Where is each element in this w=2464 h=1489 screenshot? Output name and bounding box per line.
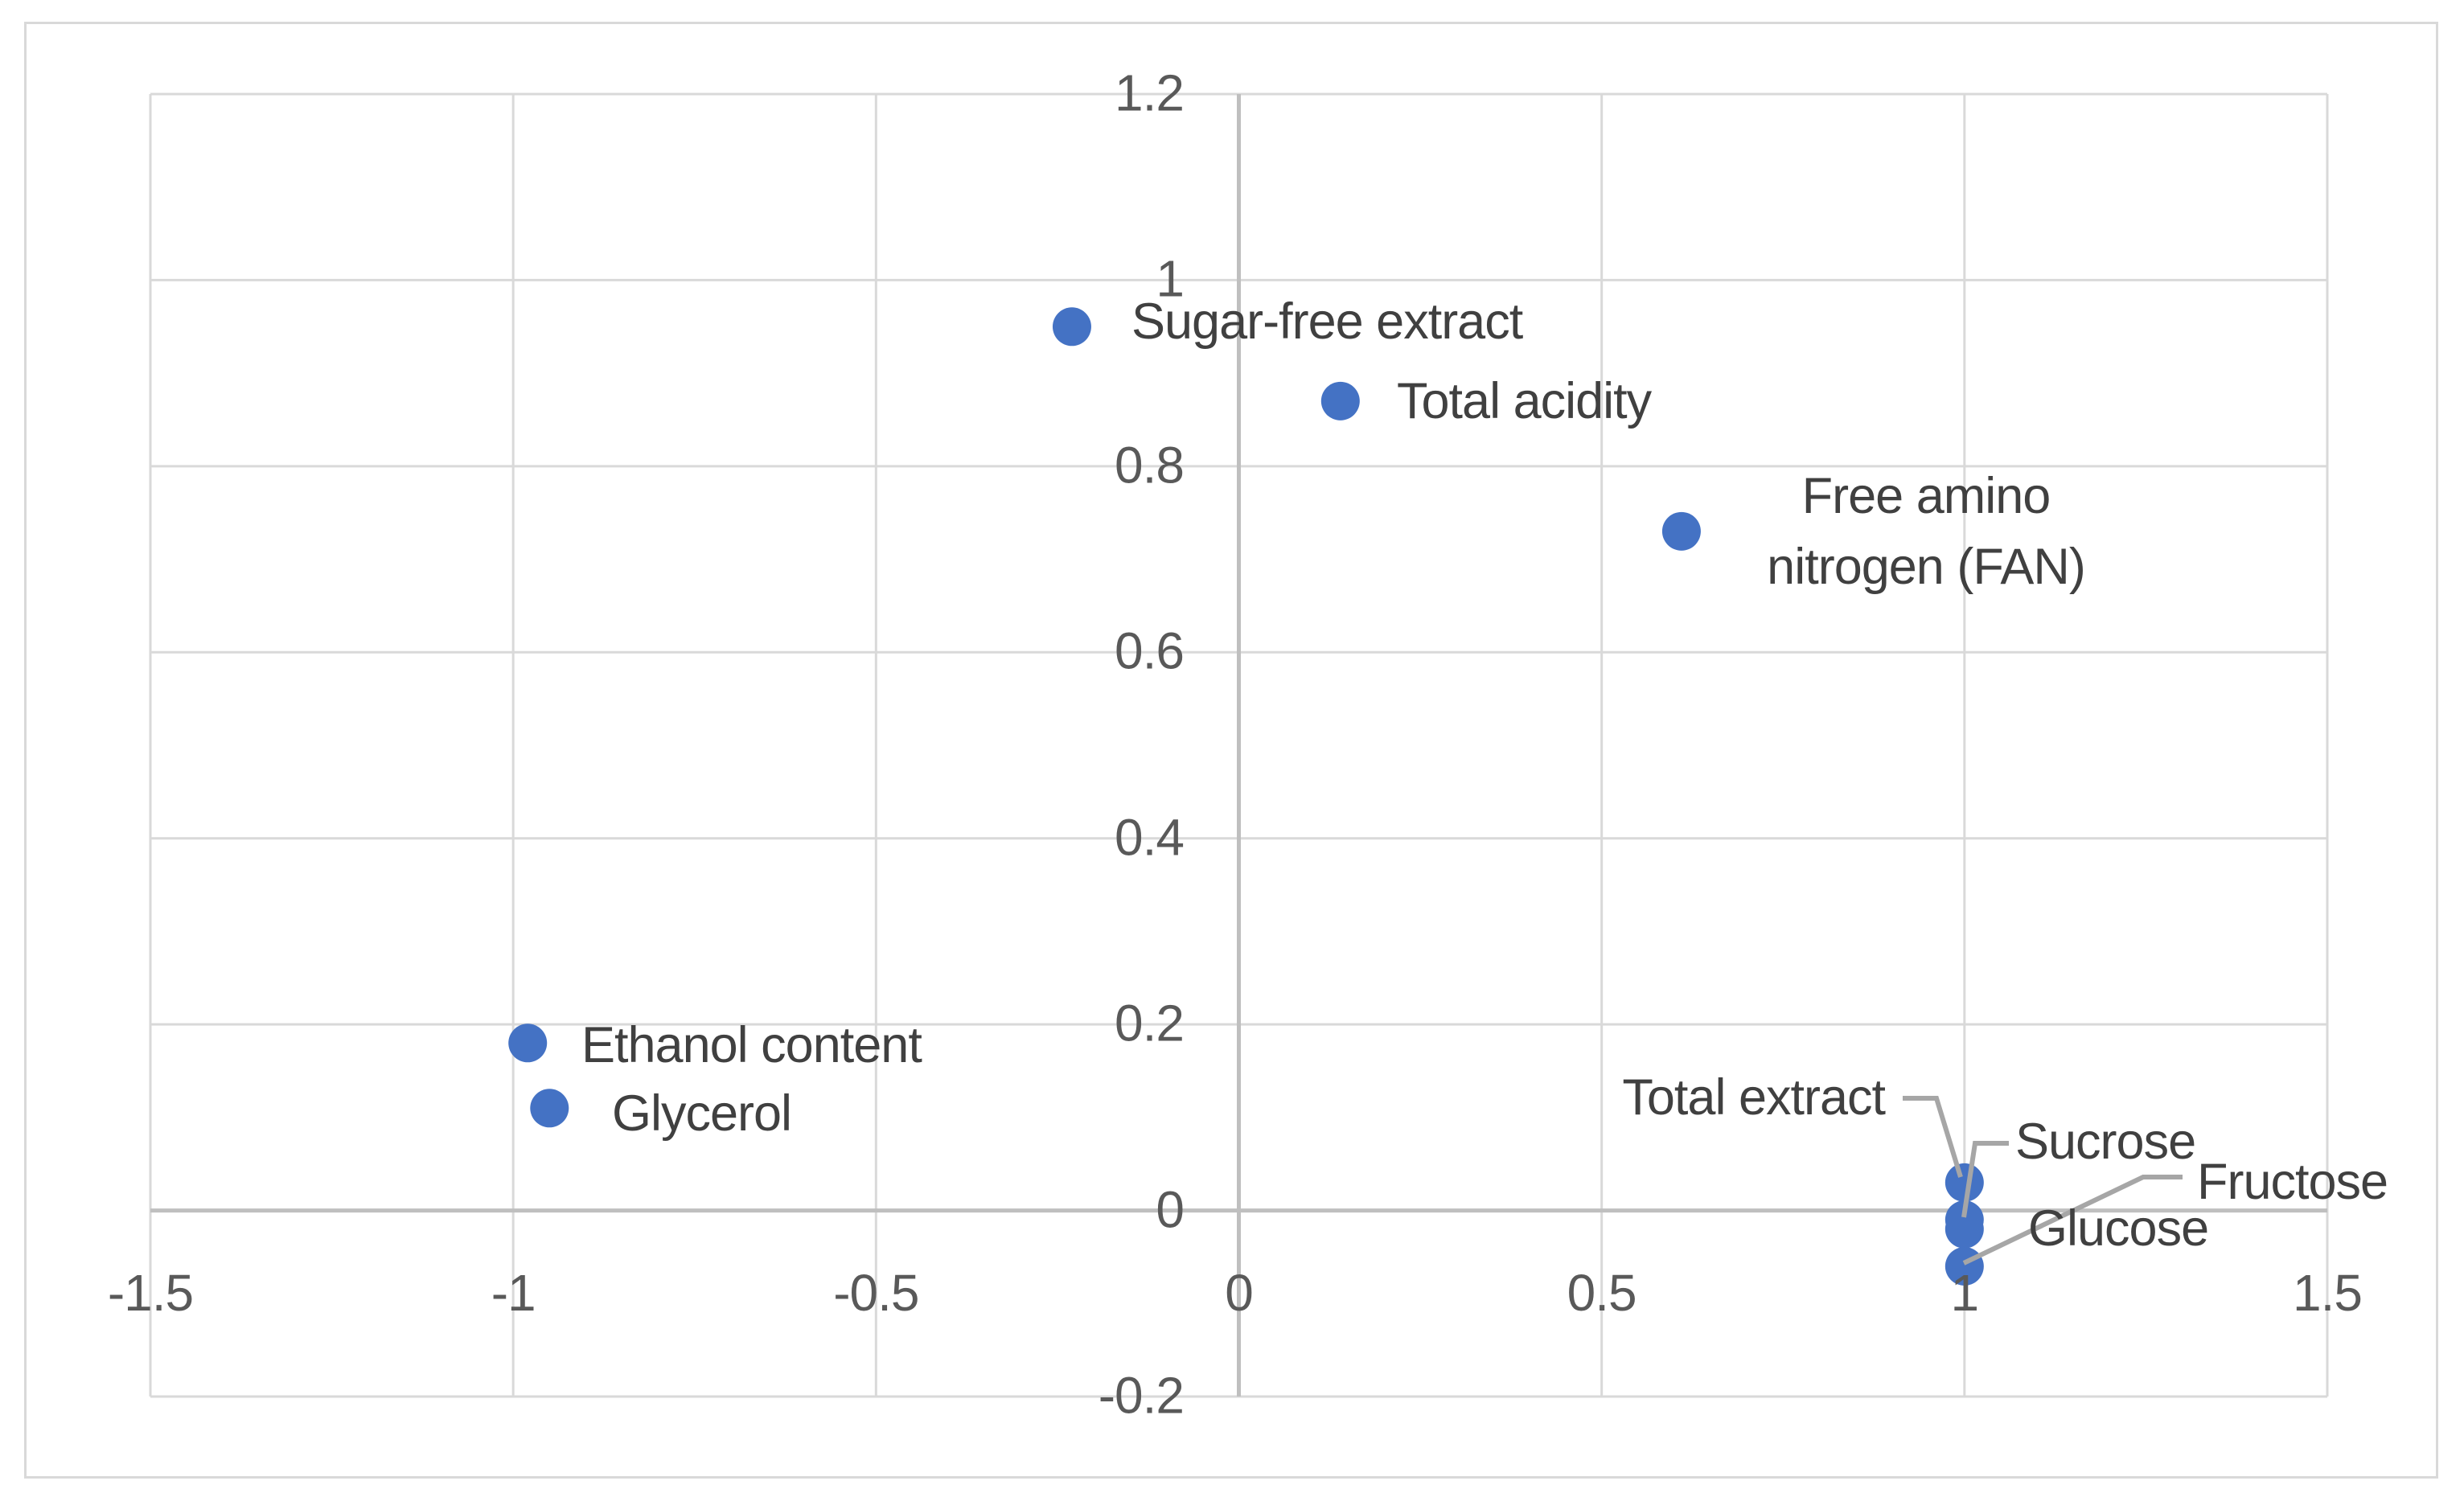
data-point-ethanol-content bbox=[508, 1023, 548, 1063]
data-point-glycerol bbox=[530, 1089, 569, 1128]
leader-line-fructose bbox=[1962, 1175, 2183, 1265]
leader-line-sucrose bbox=[1961, 1141, 2009, 1218]
data-point-total-extract bbox=[1945, 1163, 1984, 1202]
data-point-free-amino-nitrogen-fan bbox=[1661, 511, 1701, 551]
data-point-total-acidity bbox=[1320, 381, 1360, 420]
data-point-sugar-free-extract bbox=[1052, 307, 1091, 347]
leader-line-total-extract bbox=[1903, 1096, 1963, 1178]
data-point-glucose bbox=[1945, 1209, 1984, 1249]
data-point-fructose bbox=[1945, 1247, 1984, 1286]
chart-area-border bbox=[24, 22, 2438, 1479]
